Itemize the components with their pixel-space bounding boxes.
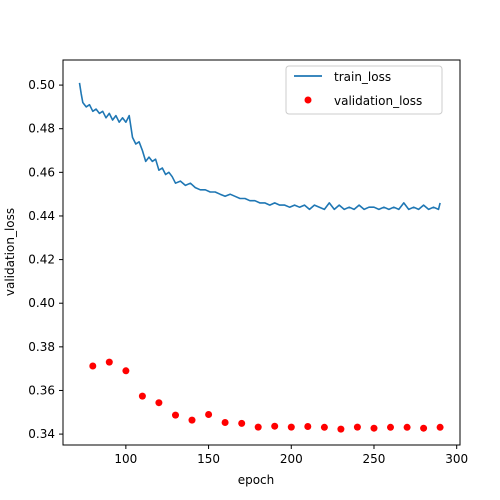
validation-loss-point — [304, 423, 312, 430]
train-loss-line — [78, 82, 441, 211]
validation-loss-point — [188, 416, 196, 424]
x-tick-label: 150 — [197, 452, 220, 466]
validation-loss-point — [271, 422, 279, 430]
plot-area — [62, 59, 461, 446]
validation-loss-point — [122, 367, 130, 375]
validation-loss-point — [403, 423, 411, 431]
x-tick-label: 100 — [114, 452, 137, 466]
validation-loss-point — [138, 392, 146, 400]
axes-frame — [62, 59, 461, 446]
validation-loss-point — [337, 425, 345, 433]
validation-loss-point — [370, 424, 378, 432]
validation-loss-point — [320, 423, 328, 431]
legend-validation-loss-marker — [304, 96, 312, 104]
y-tick-label: 0.40 — [28, 296, 55, 310]
y-tick-label: 0.44 — [28, 209, 55, 223]
x-axis: 100 150 200 250 300 — [114, 445, 468, 466]
legend-train-loss-label: train_loss — [334, 70, 391, 84]
validation-loss-point — [205, 411, 213, 418]
x-tick-label: 200 — [280, 452, 303, 466]
validation-loss-point — [353, 423, 361, 431]
validation-loss-point — [420, 424, 428, 432]
validation-loss-point — [287, 423, 295, 431]
y-tick-label: 0.34 — [28, 427, 55, 441]
y-tick-label: 0.38 — [28, 340, 55, 354]
y-axis: 0.34 0.36 0.38 0.40 0.42 0.44 0.46 0.48 0.50 — [28, 78, 63, 441]
train-loss-series — [78, 82, 441, 211]
x-axis-label: epoch — [238, 473, 275, 487]
y-tick-label: 0.36 — [28, 383, 55, 397]
x-tick-label: 250 — [363, 452, 386, 466]
y-tick-label: 0.42 — [28, 253, 55, 267]
validation-loss-point — [238, 419, 246, 427]
x-tick-label: 300 — [445, 452, 468, 466]
validation-loss-point — [172, 411, 179, 419]
validation-loss-point — [89, 362, 97, 370]
y-tick-label: 0.46 — [28, 165, 55, 179]
validation-loss-point — [105, 358, 113, 366]
legend-box — [285, 65, 443, 115]
y-tick-label: 0.48 — [28, 122, 55, 136]
legend-validation-loss-label: validation_loss — [334, 94, 422, 108]
validation-loss-point — [387, 423, 394, 431]
legend: train_loss validation_loss — [285, 65, 443, 115]
validation-loss-point — [436, 423, 444, 431]
y-axis-label: validation_loss — [3, 208, 17, 296]
validation-loss-point — [155, 399, 163, 407]
validation-loss-point — [221, 419, 229, 426]
y-tick-label: 0.50 — [28, 78, 55, 92]
validation-loss-point — [254, 423, 262, 431]
validation-loss-series — [89, 358, 444, 433]
